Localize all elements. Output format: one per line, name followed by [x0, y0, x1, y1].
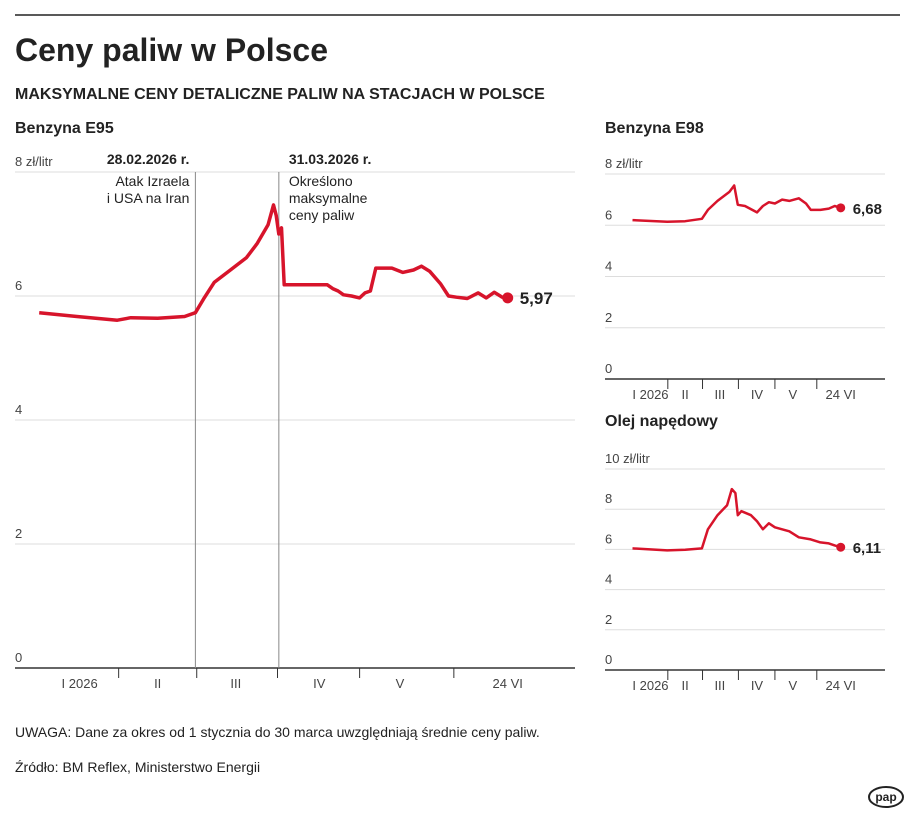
y-tick-label: 8 zł/litr [15, 154, 53, 169]
y-tick-label: 8 [605, 491, 612, 506]
page-title: Ceny paliw w Polsce [15, 32, 328, 68]
x-tick-label: 24 VI [826, 387, 856, 402]
chart-title: Benzyna E98 [605, 120, 704, 137]
y-tick-label: 6 [605, 207, 612, 222]
x-tick-label: III [230, 676, 241, 691]
logo-frame [868, 786, 904, 808]
x-tick-label: I 2026 [632, 678, 668, 693]
y-tick-label: 0 [605, 652, 612, 667]
x-tick-label: V [396, 676, 405, 691]
y-tick-label: 4 [605, 259, 612, 274]
x-tick-label: 24 VI [493, 676, 523, 691]
y-tick-label: 6 [15, 278, 22, 293]
value-label: 6,11 [853, 540, 881, 557]
y-tick-label: 10 zł/litr [605, 451, 650, 466]
y-tick-label: 2 [605, 310, 612, 325]
event-text: i USA na Iran [107, 190, 190, 206]
x-tick-label: III [714, 387, 725, 402]
price-line [39, 203, 508, 322]
end-dot [502, 292, 514, 304]
event-text: Atak Izraela [115, 173, 189, 189]
event-text: maksymalne [289, 190, 368, 206]
y-tick-label: 0 [605, 361, 612, 376]
x-tick-label: IV [751, 387, 764, 402]
chart-title: Benzyna E95 [15, 120, 114, 137]
x-tick-label: II [682, 678, 689, 693]
logo: pap [875, 790, 896, 804]
y-tick-label: 6 [605, 531, 612, 546]
x-tick-label: II [682, 387, 689, 402]
event-date: 31.03.2026 r. [289, 151, 372, 167]
page-subtitle: MAKSYMALNE CENY DETALICZNE PALIW NA STAC… [15, 86, 545, 103]
price-line [632, 184, 842, 223]
x-tick-label: V [789, 678, 798, 693]
y-tick-label: 4 [605, 572, 612, 587]
price-line [632, 487, 842, 552]
x-tick-label: II [154, 676, 161, 691]
event-date: 28.02.2026 r. [107, 151, 190, 167]
x-tick-label: V [789, 387, 798, 402]
x-tick-label: I 2026 [632, 387, 668, 402]
y-tick-label: 0 [15, 650, 22, 665]
y-tick-label: 2 [15, 526, 22, 541]
value-label: 6,68 [853, 201, 882, 218]
chart-title: Olej napędowy [605, 413, 718, 430]
event-text: ceny paliw [289, 207, 355, 223]
x-tick-label: 24 VI [826, 678, 856, 693]
x-tick-label: IV [751, 678, 764, 693]
x-tick-label: I 2026 [62, 676, 98, 691]
source: Źródło: BM Reflex, Ministerstwo Energii [15, 759, 260, 775]
value-label: 5,97 [520, 289, 553, 308]
x-tick-label: IV [313, 676, 326, 691]
y-tick-label: 8 zł/litr [605, 156, 643, 171]
end-dot [836, 203, 846, 213]
y-tick-label: 2 [605, 612, 612, 627]
y-tick-label: 4 [15, 402, 22, 417]
end-dot [836, 542, 846, 552]
note: UWAGA: Dane za okres od 1 stycznia do 30… [15, 724, 540, 740]
x-tick-label: III [714, 678, 725, 693]
event-text: Określono [289, 173, 353, 189]
